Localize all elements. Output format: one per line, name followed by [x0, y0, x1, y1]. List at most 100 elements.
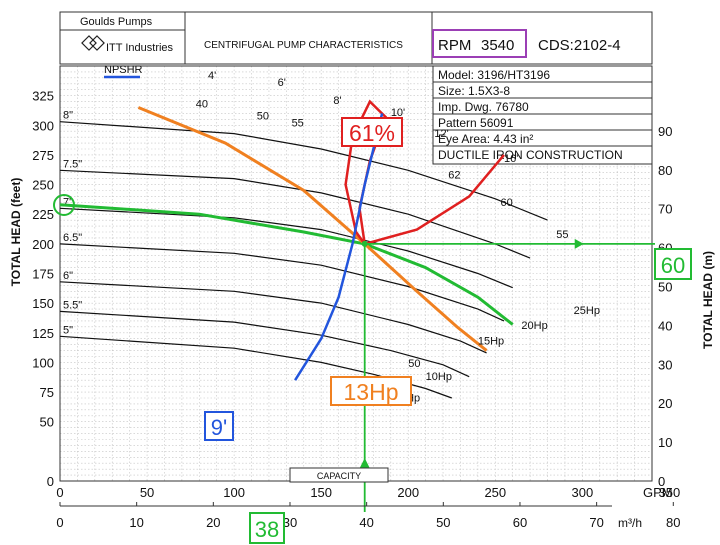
x2-tick-label: 20 — [206, 515, 220, 530]
info-size: Size: 1.5X3-8 — [438, 84, 510, 98]
impeller-curve-label: 5" — [63, 324, 73, 336]
x2-tick-label: 50 — [436, 515, 450, 530]
efficiency-value-label: 62 — [448, 170, 460, 182]
npsh-value-label: 16' — [504, 153, 518, 165]
impeller-curve-line — [59, 121, 548, 221]
y-axis-label: TOTAL HEAD (feet) — [9, 178, 23, 287]
rpm-label: RPM — [438, 37, 471, 54]
flow-callout-box — [249, 512, 285, 544]
npsh-legend-label: NPSHR — [104, 64, 143, 76]
efficiency-callout-box — [341, 117, 403, 147]
efficiency-value-label: 40 — [196, 99, 208, 111]
x2-tick-label: 30 — [283, 515, 297, 530]
impeller-curve-label: 7.5" — [63, 158, 82, 170]
header-block: Goulds Pumps ITT Industries CENTRIFUGAL … — [59, 11, 653, 65]
npsh-value-label: 6' — [278, 77, 286, 89]
npsh-callout: 9' — [211, 415, 227, 440]
y2-tick-label: 90 — [658, 124, 672, 139]
x-tick-label: 150 — [310, 485, 332, 500]
callouts: 61% 13Hp 9' 60 38 — [53, 117, 692, 544]
efficiency-value-label: 50 — [257, 110, 269, 122]
info-model: Model: 3196/HT3196 — [438, 68, 550, 82]
capacity-label: CAPACITY — [317, 471, 361, 481]
info-block: Model: 3196/HT3196 Size: 1.5X3-8 Imp. Dw… — [432, 65, 653, 165]
x2-tick-label: 80 — [666, 515, 680, 530]
x-axis-label: GPM — [643, 485, 673, 500]
npsh-value-label: 8' — [333, 95, 341, 107]
npsh-curve-line — [294, 113, 384, 381]
x-tick-label: 100 — [223, 485, 245, 500]
impeller-curve-label: 5.5" — [63, 299, 82, 311]
y-tick-label: 100 — [32, 355, 54, 370]
cds-code: CDS:2102-4 — [538, 37, 621, 54]
operating-point — [361, 240, 368, 247]
efficiency-value-label: 60 — [501, 197, 513, 209]
x-tick-label: 300 — [572, 485, 594, 500]
y2-tick-label: 80 — [658, 163, 672, 178]
operating-head-arrow — [574, 238, 584, 249]
impeller-curve-label: 8" — [63, 110, 73, 122]
npsh-callout-box — [204, 411, 234, 441]
y2-axis-label: TOTAL HEAD (m) — [701, 251, 715, 349]
flow-callout: 38 — [255, 517, 279, 542]
y-tick-label: 325 — [32, 89, 54, 104]
y-tick-label: 125 — [32, 326, 54, 341]
header-frame — [59, 11, 653, 65]
npsh-value-label: 12' — [434, 128, 448, 140]
y-tick-label: 50 — [40, 415, 54, 430]
impeller-curve-line — [59, 169, 531, 259]
operating-flow-arrow — [359, 458, 370, 468]
x2-tick-label: 70 — [589, 515, 603, 530]
brand-name: Goulds Pumps — [80, 16, 153, 28]
y2-tick-label: 20 — [658, 396, 672, 411]
info-imp-dwg: Imp. Dwg. 76780 — [438, 100, 529, 114]
npsh-value-label: 4' — [208, 70, 216, 82]
x2-axis-label: m³/h — [618, 516, 642, 530]
efficiency-value-label: 55 — [556, 229, 568, 241]
chart-title: CENTRIFUGAL PUMP CHARACTERISTICS — [204, 40, 403, 51]
impeller-curve-label: 6.5" — [63, 232, 82, 244]
x2-tick-label: 0 — [56, 515, 63, 530]
impeller-curve-label: 7" — [63, 196, 73, 208]
x-tick-label: 250 — [484, 485, 506, 500]
head-callout-box — [654, 248, 692, 280]
info-construction: DUCTILE IRON CONSTRUCTION — [438, 148, 623, 162]
x2-tick-label: 60 — [513, 515, 527, 530]
rpm-value: 3540 — [481, 37, 514, 54]
y2-tick-label: 50 — [658, 279, 672, 294]
x-tick-label: 50 — [140, 485, 154, 500]
head-callout: 60 — [661, 253, 685, 278]
y2-tick-label: 30 — [658, 357, 672, 372]
y-tick-label: 300 — [32, 118, 54, 133]
x2-tick-label: 10 — [129, 515, 143, 530]
curves: 8" 7.5" 7" 6.5" 6" 5.5" 5" NPSHR 4' 6' 8' 10' 12' 16'… — [59, 64, 655, 512]
power-callout: 13Hp — [344, 379, 399, 405]
efficiency-value-label: 50 — [408, 358, 420, 370]
y-tick-label: 150 — [32, 296, 54, 311]
itt-logo-icon — [81, 35, 105, 51]
impeller-curve-line — [59, 335, 453, 399]
efficiency-value-label: 55 — [292, 117, 304, 129]
company-name: ITT Industries — [106, 42, 174, 54]
x-tick-label: 0 — [56, 485, 63, 500]
info-eye-area: Eye Area: 4.43 in² — [438, 132, 533, 146]
y2-tick-label: 70 — [658, 202, 672, 217]
impeller-7-marker-circle — [53, 194, 75, 216]
y-tick-label: 200 — [32, 237, 54, 252]
rpm-box — [432, 29, 527, 58]
power-value-label: 10Hp — [426, 371, 452, 383]
y-tick-label: 175 — [32, 267, 54, 282]
power-value-label: 25Hp — [574, 305, 600, 317]
power-value-label: 15Hp — [478, 336, 504, 348]
y-tick-label: 75 — [40, 385, 54, 400]
y2-tick-label: 10 — [658, 435, 672, 450]
y-tick-label: 250 — [32, 178, 54, 193]
efficiency-callout: 61% — [349, 120, 395, 146]
y-tick-label: 225 — [32, 207, 54, 222]
power-callout-box — [330, 376, 412, 406]
y2-tick-label: 40 — [658, 318, 672, 333]
x2-tick-label: 40 — [359, 515, 373, 530]
y2-tick-label: 0 — [658, 474, 665, 489]
